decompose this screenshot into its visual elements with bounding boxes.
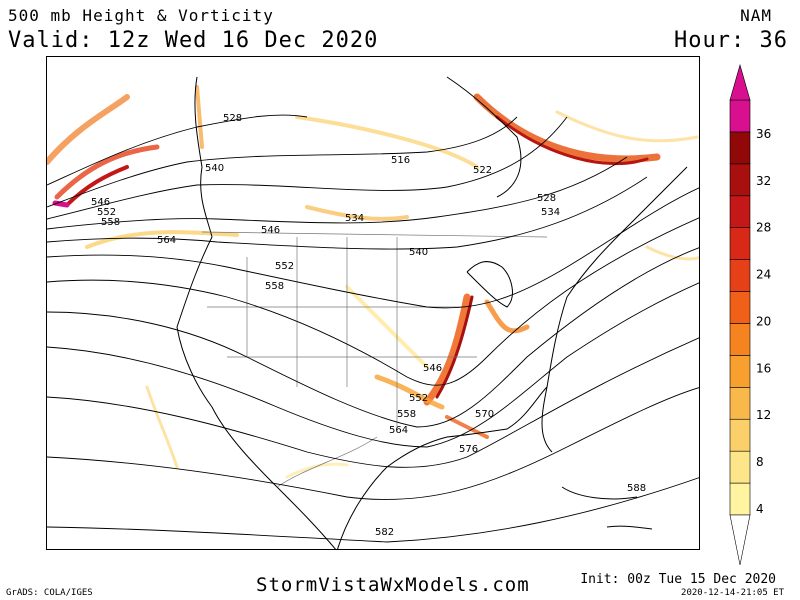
contour-label: 564 — [157, 235, 176, 246]
colorbar-tick-label: 4 — [756, 502, 764, 516]
map-panel: 528 540 546 552 558 564 546 552 558 516 … — [46, 56, 700, 550]
map-title: 500 mb Height & Vorticity — [8, 6, 274, 25]
contour-label: 558 — [101, 217, 120, 228]
contour-label: 534 — [345, 213, 364, 224]
contour-label: 564 — [389, 425, 408, 436]
colorbar-ticks: 4 8 12 16 20 24 28 32 36 — [756, 127, 771, 516]
contour-label: 558 — [265, 281, 284, 292]
contour-label: 540 — [409, 247, 428, 258]
grads-credit: GrADS: COLA/IGES — [6, 588, 93, 598]
init-time: Init: 00z Tue 15 Dec 2020 — [580, 572, 776, 587]
colorbar-tick-label: 32 — [756, 174, 771, 188]
colorbar-tick-label: 12 — [756, 408, 771, 422]
contour-labels: 528 540 546 552 558 564 546 552 558 516 … — [91, 113, 646, 538]
political-borders — [201, 231, 548, 488]
contour-label: 516 — [391, 155, 410, 166]
colorbar-block — [729, 227, 751, 260]
colorbar-block — [729, 355, 751, 388]
contour-label: 528 — [537, 193, 556, 204]
colorbar-block — [729, 291, 751, 324]
contour-label: 546 — [91, 197, 110, 208]
colorbar-block — [729, 259, 751, 292]
vorticity-shading — [47, 85, 699, 479]
colorbar-block — [729, 195, 751, 228]
colorbar-tick-label: 8 — [756, 455, 764, 469]
contour-label: 552 — [97, 207, 116, 218]
contour-label: 540 — [205, 163, 224, 174]
colorbar-block — [729, 131, 751, 165]
model-name: NAM — [740, 6, 772, 25]
contour-label: 546 — [423, 363, 442, 374]
contour-label: 552 — [409, 393, 428, 404]
colorbar-min-arrow — [729, 514, 751, 566]
vorticity-colorbar: 4 8 12 16 20 24 28 32 36 — [729, 63, 771, 566]
contour-label: 558 — [397, 409, 416, 420]
colorbar-block — [729, 387, 751, 420]
contour-label: 552 — [275, 261, 294, 272]
colorbar-blocks — [729, 63, 751, 566]
timestamp: 2020-12-14-21:05 ET — [681, 588, 784, 598]
contour-label: 582 — [375, 527, 394, 538]
colorbar-block — [729, 482, 751, 516]
colorbar-max-arrow — [729, 63, 751, 101]
colorbar-tick-label: 24 — [756, 268, 771, 282]
contour-label: 546 — [261, 225, 280, 236]
contour-label: 534 — [541, 207, 560, 218]
forecast-hour: Hour: 36 — [674, 28, 788, 53]
map-canvas: 528 540 546 552 558 564 546 552 558 516 … — [47, 76, 699, 549]
contour-label: 570 — [475, 409, 494, 420]
colorbar-block — [729, 450, 751, 484]
colorbar-block — [729, 323, 751, 356]
contour-label: 576 — [459, 444, 478, 455]
site-credit: StormVistaWxModels.com — [256, 574, 530, 596]
contour-label: 522 — [473, 165, 492, 176]
colorbar-block — [729, 163, 751, 197]
contour-label: 528 — [223, 113, 242, 124]
colorbar-tick-label: 16 — [756, 361, 771, 375]
valid-time: Valid: 12z Wed 16 Dec 2020 — [8, 28, 379, 53]
colorbar-block — [729, 99, 751, 133]
colorbar-tick-label: 20 — [756, 314, 771, 328]
height-contours — [47, 114, 699, 543]
colorbar-block — [729, 418, 751, 452]
contour-label: 588 — [627, 483, 646, 494]
colorbar-tick-label: 36 — [756, 127, 771, 141]
colorbar-tick-label: 28 — [756, 221, 771, 235]
